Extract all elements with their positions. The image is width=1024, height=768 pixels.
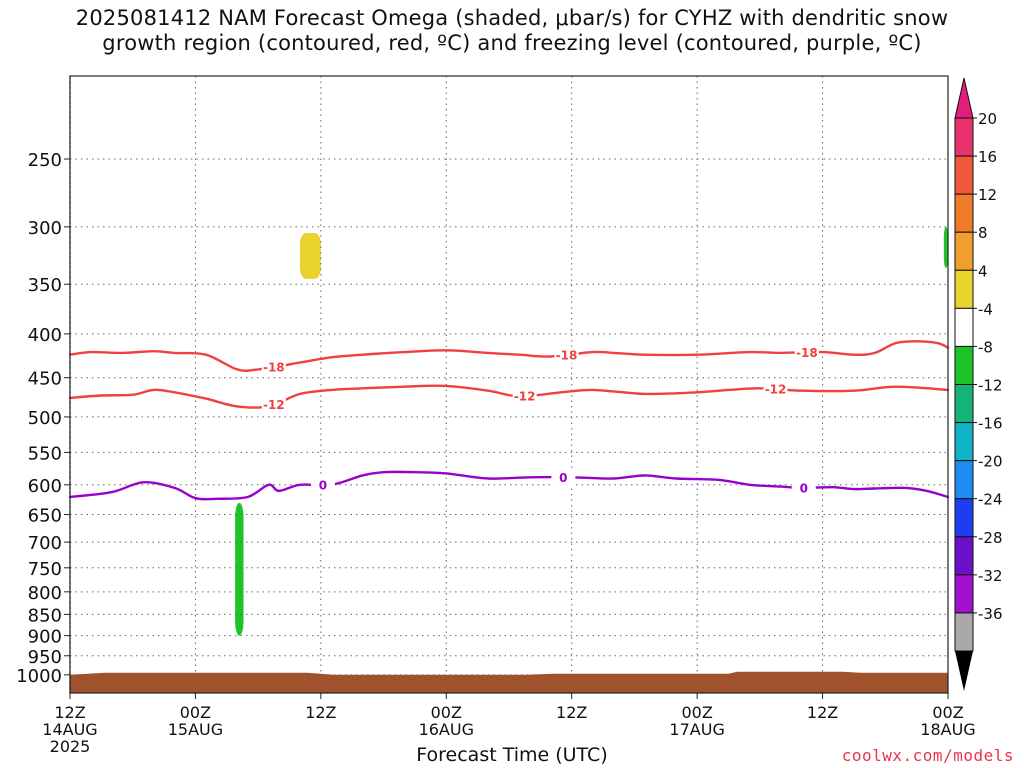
contour-label-bg — [791, 479, 816, 496]
terrain-fill — [70, 671, 948, 693]
contour-label-bg — [794, 344, 819, 361]
colorbar-label: -36 — [978, 605, 1003, 623]
x-tick-label: 00Z — [932, 703, 963, 722]
colorbar-swatch — [954, 536, 974, 576]
y-tick-label: 550 — [28, 443, 62, 464]
contour-label: -12 — [514, 389, 536, 403]
colorbar-swatch — [954, 384, 974, 424]
colorbar-label: 4 — [978, 262, 988, 280]
y-tick-label: 750 — [28, 559, 62, 580]
colorbar-swatch — [954, 117, 974, 157]
x-tick-label: 12Z — [54, 703, 85, 722]
colorbar-label: -12 — [978, 377, 1003, 395]
colorbar-label: -4 — [978, 300, 993, 318]
contour-label-bg — [261, 358, 286, 375]
x-tick-label: 14AUG — [42, 720, 97, 739]
y-tick-label: 850 — [28, 605, 62, 626]
axes: 2503003504004505005506006507007508008509… — [16, 75, 976, 756]
colorbar-swatch — [954, 155, 974, 195]
colorbar-swatch — [954, 422, 974, 462]
x-tick-label: 12Z — [556, 703, 587, 722]
contour-label: -18 — [556, 348, 578, 362]
chart-title: 2025081412 NAM Forecast Omega (shaded, μ… — [0, 6, 1024, 56]
y-tick-label: 250 — [28, 150, 62, 171]
x-tick-label: 17AUG — [669, 720, 724, 739]
colorbar-label: 8 — [978, 224, 988, 242]
x-tick-label: 15AUG — [168, 720, 223, 739]
contour-label: -12 — [263, 398, 285, 412]
colorbar-label: -16 — [978, 415, 1003, 433]
terrain — [70, 671, 948, 693]
grid — [70, 76, 948, 693]
x-tick-label: 18AUG — [920, 720, 975, 739]
x-tick-label: 12Z — [807, 703, 838, 722]
colorbar-label: -32 — [978, 567, 1003, 585]
y-tick-label: 300 — [28, 218, 62, 239]
contour-label-bg — [310, 476, 335, 493]
y-tick-label: 600 — [28, 476, 62, 497]
omega-region-green-omega-edge — [943, 226, 948, 268]
x-tick-label: 12Z — [305, 703, 336, 722]
contour-label-bg — [554, 346, 579, 363]
omega-region-yellow-omega — [299, 233, 321, 279]
y-tick-label: 450 — [28, 369, 62, 390]
colorbar-swatch — [954, 460, 974, 500]
colorbar-label: 20 — [978, 110, 997, 128]
colorbar: 20 16 12 8 4 -4 -8 -12 -16 -20 -24 -28 -32 -36 — [954, 77, 1003, 691]
y-tick-label: 900 — [28, 627, 62, 648]
contour-label: -12 — [765, 383, 787, 397]
credit-text: coolwx.com/models — [841, 746, 1014, 765]
y-tick-label: 500 — [28, 408, 62, 429]
colorbar-swatch — [954, 193, 974, 233]
plot-frame — [69, 75, 949, 694]
y-tick-label: 800 — [28, 583, 62, 604]
y-tick-label: 950 — [28, 647, 62, 668]
contour-label: -18 — [796, 346, 818, 360]
x-tick-label: 00Z — [681, 703, 712, 722]
x-tick-label: 16AUG — [419, 720, 474, 739]
colorbar-label: 16 — [978, 148, 997, 166]
contours: -18 -18 -18 -12 -12 -12 0 0 0 — [68, 340, 950, 501]
contour-label: 0 — [800, 481, 808, 495]
contour-label-bg — [763, 381, 788, 398]
contour-label-bg — [512, 387, 537, 404]
contour-line — [68, 384, 950, 409]
contour-label: 0 — [559, 471, 567, 485]
x-axis-title: Forecast Time (UTC) — [416, 744, 608, 766]
colorbar-label: -24 — [978, 491, 1003, 509]
colorbar-swatch — [954, 574, 974, 614]
y-tick-label: 650 — [28, 506, 62, 527]
colorbar-swatch — [954, 231, 974, 271]
colorbar-label: -20 — [978, 453, 1003, 471]
chart-title-line2: growth region (contoured, red, ºC) and f… — [102, 31, 922, 55]
x-tick-label: 00Z — [180, 703, 211, 722]
x-tick-label: 00Z — [431, 703, 462, 722]
contour-label: 0 — [319, 478, 327, 492]
y-tick-label: 350 — [28, 275, 62, 296]
y-tick-label: 400 — [28, 325, 62, 346]
colorbar-label: -8 — [978, 338, 993, 356]
colorbar-swatch — [954, 269, 974, 309]
colorbar-bottom-arrow — [955, 651, 973, 691]
contour-line — [68, 470, 950, 501]
contour-label: -18 — [263, 360, 285, 374]
y-tick-label: 700 — [28, 533, 62, 554]
contour-label-bg — [551, 469, 576, 486]
contour-line — [68, 340, 950, 372]
colorbar-swatch — [954, 612, 974, 652]
contour-label-bg — [261, 396, 286, 413]
colorbar-label: -28 — [978, 529, 1003, 547]
y-tick-label: 1000 — [16, 666, 62, 687]
chart-title-line1: 2025081412 NAM Forecast Omega (shaded, μ… — [75, 6, 949, 30]
omega-region-green-omega-low — [235, 502, 244, 636]
colorbar-swatch — [954, 307, 974, 347]
colorbar-swatch — [954, 345, 974, 385]
colorbar-top-arrow — [954, 77, 974, 119]
colorbar-label: 12 — [978, 186, 997, 204]
omega-shading — [235, 226, 948, 636]
x-tick-label: 2025 — [50, 737, 91, 756]
colorbar-swatch — [954, 498, 974, 538]
